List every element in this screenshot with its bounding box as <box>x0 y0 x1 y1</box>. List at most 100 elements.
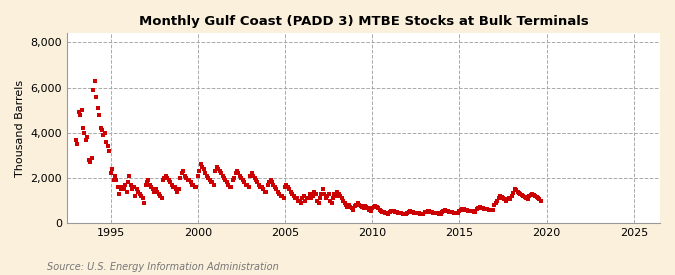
Point <box>72 142 82 146</box>
Point <box>123 180 134 185</box>
Point <box>489 203 500 207</box>
Point <box>75 112 86 117</box>
Point <box>182 178 193 182</box>
Point <box>130 194 141 198</box>
Point <box>531 195 542 199</box>
Point <box>215 171 226 176</box>
Point <box>327 196 338 200</box>
Point <box>518 194 529 198</box>
Point <box>530 194 541 198</box>
Point <box>496 195 507 199</box>
Point <box>82 135 93 139</box>
Point <box>293 198 304 203</box>
Point <box>358 206 369 211</box>
Point <box>153 192 164 196</box>
Point <box>187 183 198 187</box>
Point <box>522 197 533 202</box>
Point <box>211 164 222 169</box>
Point <box>361 205 372 210</box>
Point <box>467 209 478 214</box>
Point <box>223 183 234 187</box>
Point <box>511 188 522 192</box>
Point <box>308 189 319 194</box>
Point <box>442 209 453 213</box>
Point <box>74 110 84 115</box>
Point <box>438 209 449 213</box>
Point <box>528 193 539 197</box>
Point <box>512 189 523 194</box>
Point <box>329 192 340 196</box>
Point <box>140 183 151 187</box>
Point <box>167 185 178 189</box>
Point <box>244 185 254 189</box>
Point <box>325 198 335 203</box>
Point <box>90 94 101 99</box>
Point <box>235 174 246 178</box>
Point <box>505 197 516 201</box>
Point <box>133 189 144 194</box>
Y-axis label: Thousand Barrels: Thousand Barrels <box>15 80 25 177</box>
Point <box>307 194 318 198</box>
Point <box>139 200 150 205</box>
Point <box>190 185 200 189</box>
Point <box>444 210 455 214</box>
Point <box>162 176 173 180</box>
Point <box>259 189 270 194</box>
Point <box>317 187 328 191</box>
Point <box>515 192 526 196</box>
Point <box>497 196 508 200</box>
Point <box>323 192 334 196</box>
Point <box>362 206 373 211</box>
Point <box>134 192 145 196</box>
Point <box>427 210 437 214</box>
Point <box>453 211 464 215</box>
Point <box>232 169 242 173</box>
Point <box>161 174 171 178</box>
Point <box>136 194 146 198</box>
Point <box>350 204 360 208</box>
Point <box>149 189 160 194</box>
Point <box>115 187 126 191</box>
Point <box>278 196 289 200</box>
Point <box>419 210 430 214</box>
Point <box>394 211 405 215</box>
Point <box>284 187 295 191</box>
Point <box>463 208 474 213</box>
Point <box>331 194 342 198</box>
Point <box>429 211 440 215</box>
Point <box>387 208 398 213</box>
Point <box>418 212 429 216</box>
Point <box>344 203 354 207</box>
Point <box>185 180 196 185</box>
Point <box>396 211 407 216</box>
Point <box>175 176 186 180</box>
Point <box>214 169 225 173</box>
Point <box>477 206 488 210</box>
Point <box>335 194 346 198</box>
Point <box>499 197 510 202</box>
Point <box>277 194 288 198</box>
Point <box>371 205 382 210</box>
Point <box>268 183 279 187</box>
Point <box>117 185 128 189</box>
Point <box>204 178 215 182</box>
Point <box>236 176 247 180</box>
Point <box>508 190 518 195</box>
Point <box>256 185 267 189</box>
Point <box>92 106 103 110</box>
Point <box>198 167 209 171</box>
Point <box>99 131 110 135</box>
Point <box>319 192 329 196</box>
Point <box>374 207 385 212</box>
Point <box>524 194 535 198</box>
Point <box>119 183 130 187</box>
Point <box>439 208 450 213</box>
Point <box>466 209 477 213</box>
Point <box>409 210 420 215</box>
Point <box>447 210 458 214</box>
Point <box>202 176 213 180</box>
Point <box>377 210 387 214</box>
Point <box>423 209 434 214</box>
Title: Monthly Gulf Coast (PADD 3) MTBE Stocks at Bulk Terminals: Monthly Gulf Coast (PADD 3) MTBE Stocks … <box>138 15 589 28</box>
Point <box>254 183 265 187</box>
